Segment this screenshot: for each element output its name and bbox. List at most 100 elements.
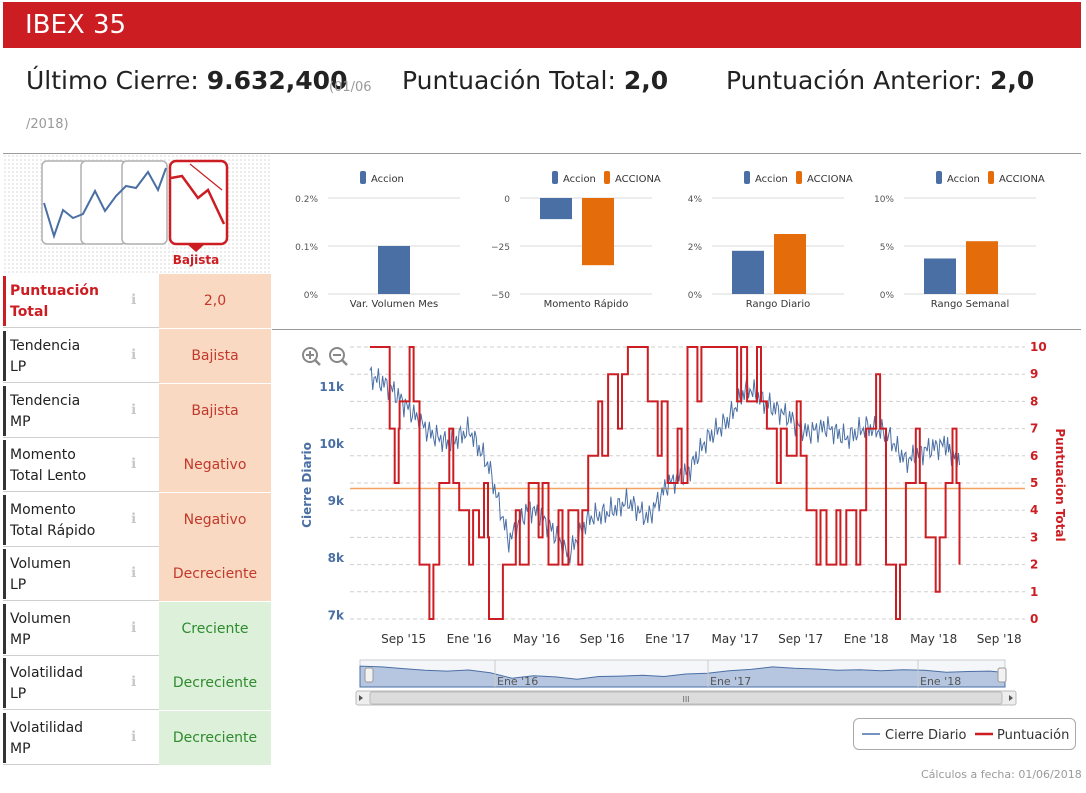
x-tick-label: Sep '17 [778,632,823,646]
info-icon[interactable]: ℹ [131,674,137,690]
legend-label: Accion [563,174,596,185]
zoom-in-lens [302,347,318,363]
navigator-series [359,665,1006,688]
legend-close-label[interactable]: Cierre Diario [885,728,967,743]
info-icon[interactable]: ℹ [131,456,137,472]
x-tick-label: Ene '18 [844,632,889,646]
previous-score-label: Puntuación Anterior: [726,66,982,95]
info-icon[interactable]: ℹ [131,402,137,418]
info-icon[interactable]: ℹ [131,347,137,363]
last-close: Último Cierre: 9.632,400 [26,66,347,95]
x-tick-label: May '18 [910,632,957,646]
legend-swatch [988,171,994,184]
row-value: Decreciente [159,656,271,710]
bar-chart-2: Accion ACCIONA −50 −25 0 Momento Rápido [491,171,661,310]
y-right-title: Puntuacion Total [1053,428,1067,541]
y-tick-label: −50 [491,291,510,301]
y-tick-label: 0% [688,291,703,301]
y-right-tick: 8 [1030,394,1038,408]
row-value: Bajista [159,384,271,438]
y-left-title: Cierre Diario [300,442,314,528]
y-tick-label: 0% [304,291,319,301]
main-price-score-chart: 7k 8k 9k 10k 11k 0 1 2 3 4 5 6 7 8 9 10 Cierre Diario Pun… [300,340,1067,706]
x-axis-label: Momento Rápido [544,298,629,310]
x-tick-label: Ene '16 [447,632,492,646]
legend-label: Accion [947,174,980,185]
legend-label: ACCIONA [615,174,661,185]
zoom-in-icon[interactable] [302,347,321,366]
row-volatility-lp: Volatilidad LP ℹ Decreciente [3,656,271,710]
scroll-right-arrow [1009,695,1013,701]
trend-frame-3 [121,160,168,245]
row-volatility-mp: Volatilidad MP ℹ Decreciente [3,711,271,765]
row-accent [3,440,6,490]
y-right-tick: 4 [1030,503,1038,517]
zoom-out-lens [329,347,345,363]
y-right-tick: 10 [1030,340,1047,354]
zoom-out-handle [341,359,348,366]
row-label: Volumen MP [10,611,71,648]
y-right-tick: 9 [1030,367,1038,381]
legend-swatch [744,171,750,184]
row-label: Tendencia LP [10,338,81,375]
last-close-label: Último Cierre: [26,66,199,95]
x-tick-label: Sep '16 [580,632,625,646]
trend-frame-2 [80,160,127,245]
info-icon[interactable]: ℹ [131,620,137,636]
legend-swatch [552,171,558,184]
previous-score-value: 2,0 [989,66,1035,95]
legend-swatch [936,171,942,184]
x-tick-label: May '17 [712,632,759,646]
navigator-handle-left[interactable] [364,667,374,683]
x-tick-label: May '16 [513,632,560,646]
y-tick-label: 0.1% [295,243,318,253]
row-volume-lp: Volumen LP ℹ Decreciente [3,547,271,601]
info-icon[interactable]: ℹ [131,729,137,745]
y-tick-label: 0 [504,195,510,205]
calc-date: Cálculos a fecha: 01/06/2018 [921,768,1082,781]
legend-swatch [796,171,802,184]
row-label: Volatilidad LP [10,665,84,702]
y-tick-label: 5% [880,243,895,253]
y-tick-label: 2% [688,243,703,253]
divider-mid [272,329,1081,330]
bar-accion [378,246,410,294]
bar-accion [732,250,764,294]
legend-score-label[interactable]: Puntuación [997,728,1069,743]
row-accent [3,604,6,654]
y-tick-label: −25 [491,243,510,253]
y-left-tick: 9k [328,494,345,508]
info-icon[interactable]: ℹ [131,292,137,308]
x-axis-label: Rango Semanal [931,299,1009,310]
bar-accion [540,198,572,220]
y-tick-label: 10% [874,195,894,205]
trend-line-blue [43,167,167,240]
row-accent [3,386,6,436]
total-score: Puntuación Total: 2,0 [402,66,668,95]
row-label: Volumen LP [10,556,71,593]
row-momentum-fast: Momento Total Rápido ℹ Negativo [3,493,271,547]
info-icon[interactable]: ℹ [131,565,137,581]
y-right-tick: 5 [1030,476,1038,490]
scrollbar[interactable]: III [355,690,1017,706]
info-icon[interactable]: ℹ [131,511,137,527]
previous-score: Puntuación Anterior: 2,0 [726,66,1034,95]
bar-acciona [774,234,806,294]
row-value: Creciente [159,602,271,656]
navigator-label: Ene '17 [710,675,751,688]
y-tick-label: 0% [880,291,895,301]
bearish-pointer [187,244,205,252]
row-momentum-slow: Momento Total Lento ℹ Negativo [3,438,271,492]
zoom-in-handle [314,359,321,366]
y-right-tick: 6 [1030,449,1038,463]
zoom-out-icon[interactable] [329,347,348,366]
scroll-left-arrow [359,695,363,701]
y-left-tick: 11k [319,380,345,394]
row-trend-mp: Tendencia MP ℹ Bajista [3,384,271,438]
x-tick-label: Sep '15 [381,632,426,646]
y-tick-label: 4% [688,195,703,205]
navigator-handle-right[interactable] [997,667,1007,683]
total-score-value: 2,0 [623,66,669,95]
row-value: Negativo [159,438,271,492]
last-close-value: 9.632,400 [206,66,348,95]
